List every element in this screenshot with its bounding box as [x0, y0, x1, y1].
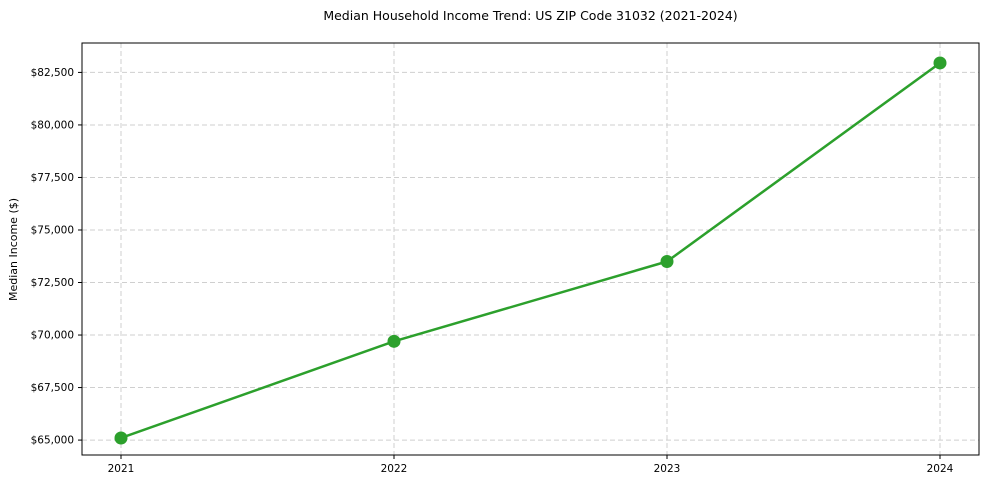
data-point-2021 [114, 431, 128, 445]
y-tick-label: $80,000 [31, 119, 74, 131]
plot-border [81, 42, 980, 456]
trend-line [119, 61, 942, 440]
y-tick-label: $82,500 [31, 67, 74, 79]
y-tick-label: $77,500 [31, 172, 74, 184]
y-tick-label: $65,000 [31, 435, 74, 447]
y-tick-label: $75,000 [31, 224, 74, 236]
x-tick-label: 2022 [381, 463, 408, 475]
y-tick-label: $70,000 [31, 330, 74, 342]
x-tick-label: 2021 [108, 463, 135, 475]
data-point-2024 [933, 56, 947, 70]
data-point-2022 [387, 334, 401, 348]
x-tick-label: 2024 [927, 463, 954, 475]
data-point-2023 [660, 255, 674, 269]
y-tick-label: $72,500 [31, 277, 74, 289]
chart-title: Median Household Income Trend: US ZIP Co… [323, 8, 738, 23]
y-tick-label: $67,500 [31, 382, 74, 394]
x-tick-label: 2023 [654, 463, 681, 475]
